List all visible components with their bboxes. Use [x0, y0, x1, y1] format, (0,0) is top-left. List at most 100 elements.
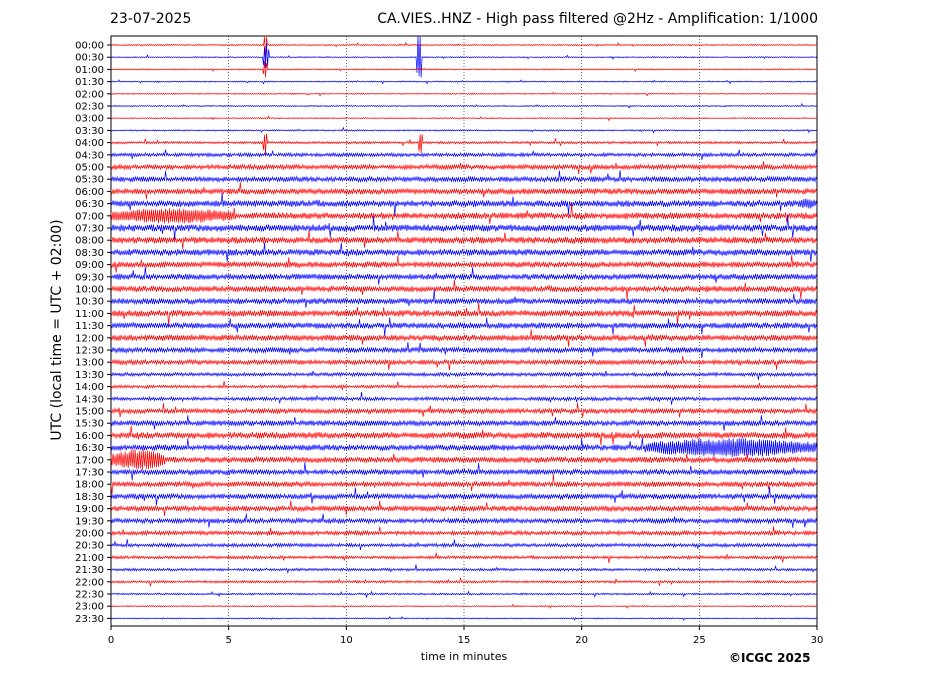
- seismic-trace-21:30: [110, 564, 818, 574]
- seismic-trace-06:30: [110, 193, 818, 216]
- chart-title: CA.VIES..HNZ - High pass filtered @2Hz -…: [377, 11, 818, 27]
- copyright-label: ©ICGC 2025: [729, 651, 811, 665]
- y-tick-label: 02:00: [75, 89, 104, 100]
- y-tick-label: 19:00: [75, 504, 104, 515]
- seismic-trace-16:00: [110, 425, 818, 446]
- y-tick-label: 00:30: [75, 53, 104, 64]
- seismic-trace-11:00: [110, 302, 818, 326]
- seismic-trace-04:00: [110, 133, 818, 155]
- seismic-trace-07:30: [110, 215, 818, 240]
- x-tick-label: 5: [225, 635, 231, 646]
- seismic-trace-06:00: [110, 181, 818, 200]
- y-tick-label: 15:00: [75, 407, 104, 418]
- y-tick-label: 09:30: [75, 272, 104, 283]
- seismic-trace-08:30: [110, 242, 818, 263]
- y-tick-label: 12:00: [75, 333, 104, 344]
- y-tick-label: 18:00: [75, 480, 104, 491]
- trace-layer: [110, 35, 818, 622]
- y-tick-label: 04:30: [75, 150, 104, 161]
- seismic-trace-12:00: [110, 329, 818, 347]
- y-tick-label: 14:00: [75, 382, 104, 393]
- seismic-trace-15:30: [110, 415, 818, 431]
- y-tick-label: 08:00: [75, 236, 104, 247]
- x-tick-label: 30: [811, 635, 824, 646]
- y-tick-label: 17:30: [75, 468, 104, 479]
- seismic-trace-14:30: [110, 392, 818, 405]
- y-tick-label: 23:00: [75, 602, 104, 613]
- seismic-trace-12:30: [110, 342, 818, 359]
- seismic-trace-07:00: [110, 203, 818, 225]
- seismic-trace-05:30: [110, 170, 818, 184]
- y-tick-label: 01:30: [75, 77, 104, 88]
- seismic-trace-01:30: [110, 79, 818, 85]
- y-tick-label: 23:30: [75, 614, 104, 625]
- seismic-trace-17:30: [110, 462, 818, 481]
- seismic-trace-15:00: [110, 402, 818, 418]
- y-tick-label: 21:00: [75, 553, 104, 564]
- y-tick-label: 20:00: [75, 529, 104, 540]
- y-tick-label: 13:00: [75, 358, 104, 369]
- y-tick-label: 06:30: [75, 199, 104, 210]
- seismic-trace-21:00: [110, 552, 818, 563]
- y-tick-label: 16:30: [75, 443, 104, 454]
- seismic-trace-18:30: [110, 486, 818, 506]
- y-tick-label: 01:00: [75, 65, 104, 76]
- x-tick-label: 15: [458, 635, 471, 646]
- seismic-trace-16:30: [110, 437, 818, 457]
- y-tick-label: 20:30: [75, 541, 104, 552]
- y-tick-label: 00:00: [75, 41, 104, 52]
- y-tick-label: 22:30: [75, 590, 104, 601]
- y-tick-label: 10:00: [75, 285, 104, 296]
- seismic-trace-18:00: [110, 474, 818, 495]
- x-tick-label: 20: [575, 635, 588, 646]
- seismic-trace-23:00: [110, 603, 818, 609]
- y-tick-label: 06:00: [75, 187, 104, 198]
- y-tick-label: 05:30: [75, 175, 104, 186]
- seismic-trace-03:00: [110, 115, 818, 122]
- y-tick-label: 07:30: [75, 224, 104, 235]
- y-axis-label: UTC (local time = UTC + 02:00): [49, 219, 65, 441]
- seismic-trace-10:30: [110, 289, 818, 308]
- y-tick-label: 22:00: [75, 577, 104, 588]
- seismic-trace-09:30: [110, 266, 818, 285]
- y-tick-label: 18:30: [75, 492, 104, 503]
- y-tick-label: 12:30: [75, 346, 104, 357]
- x-axis-label: time in minutes: [420, 650, 508, 663]
- seismic-trace-20:00: [110, 526, 818, 537]
- y-tick-label: 03:30: [75, 126, 104, 137]
- seismic-trace-22:30: [110, 590, 818, 599]
- y-tick-label: 14:30: [75, 394, 104, 405]
- seismic-trace-05:00: [110, 161, 818, 175]
- x-tick-label: 10: [340, 635, 353, 646]
- seismic-trace-13:30: [110, 370, 818, 381]
- y-tick-label: 05:00: [75, 163, 104, 174]
- seismic-trace-02:30: [110, 102, 818, 109]
- seismic-trace-19:30: [110, 513, 818, 528]
- seismic-trace-19:00: [110, 500, 818, 516]
- x-tick-label: 25: [693, 635, 706, 646]
- seismic-trace-00:00: [110, 36, 818, 60]
- y-tick-label: 03:00: [75, 114, 104, 125]
- seismic-trace-11:30: [110, 317, 818, 337]
- y-tick-label: 17:00: [75, 455, 104, 466]
- y-tick-label: 16:00: [75, 431, 104, 442]
- y-tick-label: 13:30: [75, 370, 104, 381]
- seismic-trace-22:00: [110, 577, 818, 587]
- seismic-trace-00:30: [110, 35, 818, 78]
- y-tick-label: 11:30: [75, 321, 104, 332]
- y-tick-label: 15:30: [75, 419, 104, 430]
- seismic-trace-02:00: [110, 91, 818, 97]
- seismic-trace-10:00: [110, 279, 818, 300]
- seismic-trace-03:30: [110, 126, 818, 134]
- seismic-trace-14:00: [110, 381, 818, 391]
- y-tick-label: 07:00: [75, 211, 104, 222]
- seismic-trace-01:00: [110, 61, 818, 78]
- y-tick-label: 02:30: [75, 102, 104, 113]
- seismic-trace-17:00: [110, 449, 818, 471]
- y-tick-label: 21:30: [75, 565, 104, 576]
- seismic-trace-04:30: [110, 149, 818, 160]
- seismic-trace-13:00: [110, 355, 818, 371]
- date-label: 23-07-2025: [110, 11, 192, 27]
